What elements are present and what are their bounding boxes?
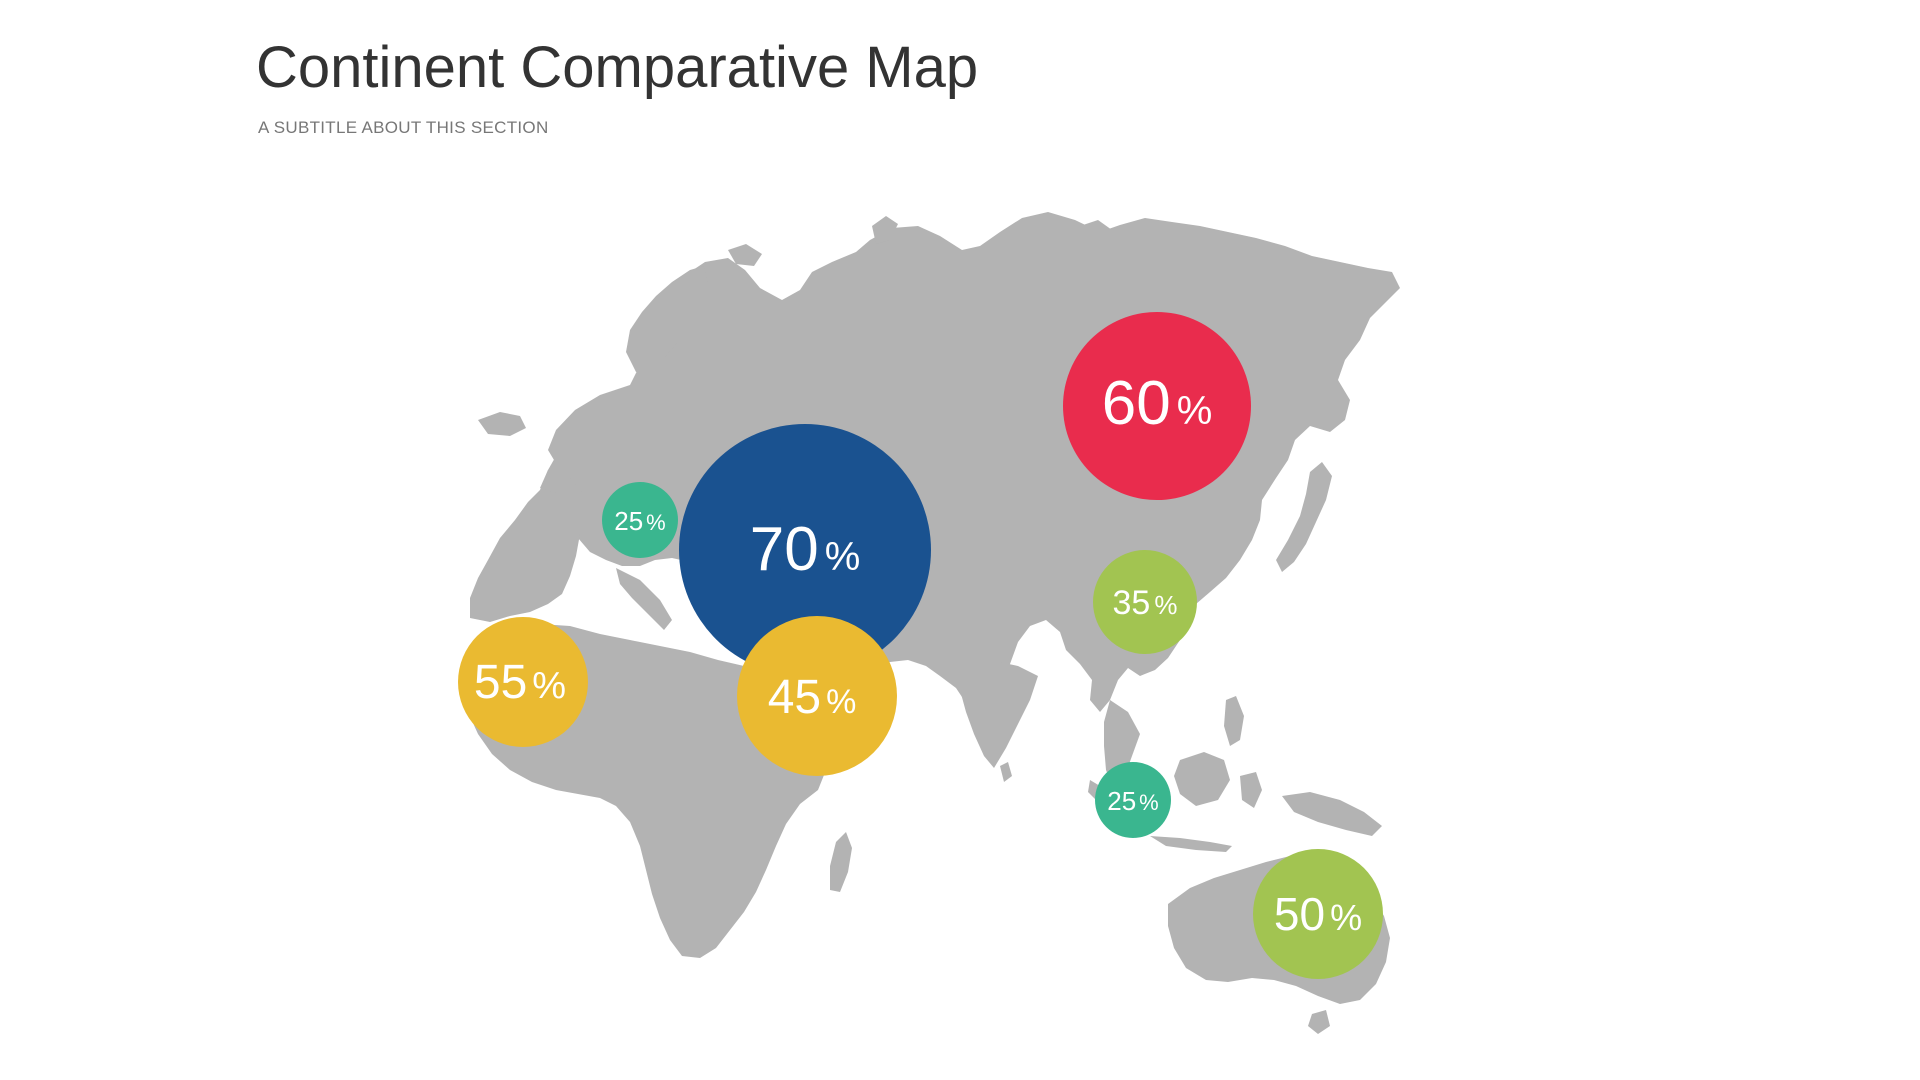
landmass-western-europe [470, 470, 586, 622]
landmass-india [960, 660, 1038, 768]
page-title: Continent Comparative Map [256, 35, 979, 100]
landmass-japan [1276, 462, 1332, 572]
bubble-circle [602, 482, 678, 558]
bubble-label: 50% [1274, 888, 1362, 940]
bubble-australia[interactable]: 50% [1253, 849, 1383, 979]
landmass-svalbard [728, 244, 762, 266]
landmass-italy-balkans [616, 568, 672, 630]
bubble-circle [1095, 762, 1171, 838]
bubble-middle-east[interactable]: 45% [737, 616, 897, 776]
bubble-label: 70% [750, 515, 861, 584]
bubble-circle [1063, 312, 1251, 500]
bubble-label: 25% [614, 506, 665, 536]
landmass-java [1150, 836, 1232, 852]
landmass-sri-lanka [1000, 762, 1012, 782]
bubble-southeast-asia[interactable]: 25% [1095, 762, 1171, 838]
bubble-circle [679, 424, 931, 676]
bubble-north-africa[interactable]: 55% [458, 617, 588, 747]
landmass-siberian-islands [1080, 220, 1112, 240]
landmass-scandinavia [626, 266, 708, 372]
landmass-sulawesi [1240, 772, 1262, 808]
bubble-western-europe[interactable]: 25% [602, 482, 678, 558]
landmass-madagascar [830, 832, 852, 892]
bubble-circle [1253, 849, 1383, 979]
landmass-new-guinea [1282, 792, 1382, 836]
bubble-label: 60% [1102, 369, 1213, 438]
bubble-circle [737, 616, 897, 776]
landmass-tasmania [1308, 1010, 1330, 1034]
bubble-group: 25% 70% 60% 35% [458, 312, 1383, 979]
bubble-east-asia-north[interactable]: 60% [1063, 312, 1251, 500]
bubble-circle [458, 617, 588, 747]
bubble-label: 35% [1113, 584, 1178, 622]
bubble-label: 45% [768, 671, 857, 724]
bubble-eastern-europe[interactable]: 70% [679, 424, 931, 676]
landmass-philippines [1224, 696, 1244, 746]
bubble-label: 55% [474, 656, 566, 709]
page-subtitle: A SUBTITLE ABOUT THIS SECTION [258, 118, 549, 137]
bubble-china[interactable]: 35% [1093, 550, 1197, 654]
bubble-circle [1093, 550, 1197, 654]
landmass-iceland [478, 412, 526, 436]
landmass-borneo [1174, 752, 1230, 806]
landmass-uk [540, 446, 572, 494]
landmass-indochina [1104, 700, 1140, 790]
bubble-label: 25% [1107, 786, 1158, 816]
landmass-novaya-zemlya [872, 216, 898, 244]
